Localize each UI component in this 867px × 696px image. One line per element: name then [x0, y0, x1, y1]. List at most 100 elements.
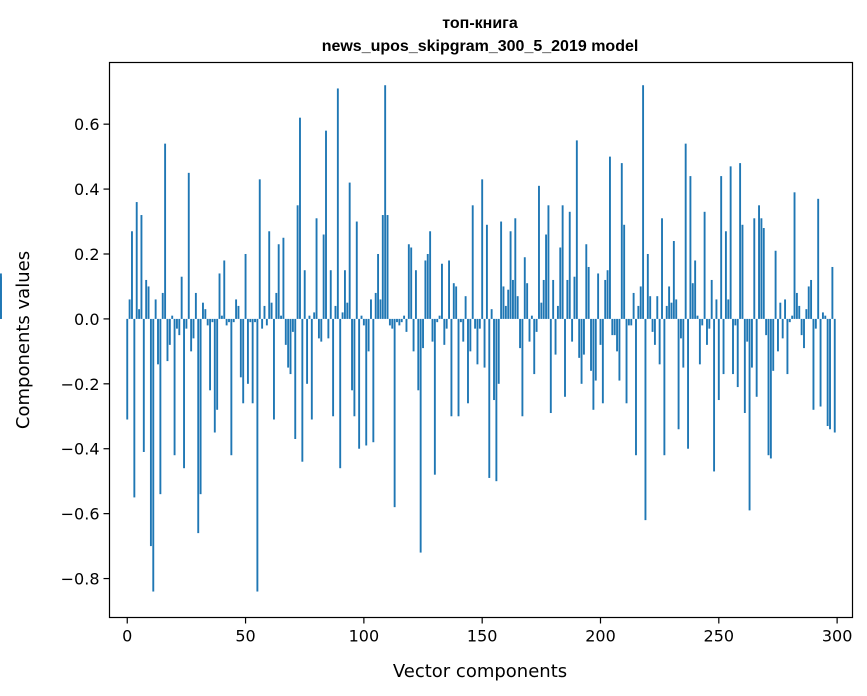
bar: [646, 253, 649, 319]
bar: [485, 224, 488, 319]
bar: [370, 299, 372, 319]
bar: [270, 302, 273, 319]
bar: [597, 273, 600, 319]
bar: [710, 279, 713, 319]
bar: [552, 279, 555, 319]
bar: [601, 318, 604, 404]
bar: [618, 318, 621, 381]
bar: [760, 218, 763, 319]
bar: [339, 318, 342, 469]
bar: [126, 318, 129, 420]
bar: [173, 318, 176, 456]
bar: [779, 302, 782, 319]
bar: [706, 318, 708, 345]
bar: [824, 315, 827, 319]
bar: [161, 292, 164, 319]
bar: [623, 224, 626, 319]
bar: [223, 260, 226, 319]
bar: [483, 318, 486, 368]
y-axis-ticks: −0.8 −0.6 −0.4 −0.2 0.0 0.2 0.4 0.6: [61, 115, 110, 589]
bar: [774, 250, 777, 319]
bar: [687, 318, 689, 449]
bar: [407, 244, 410, 319]
bar: [604, 279, 607, 319]
bar: [277, 244, 280, 319]
bar: [164, 143, 167, 319]
bar: [417, 318, 420, 391]
bar: [630, 318, 633, 326]
bar: [677, 318, 680, 430]
bar: [573, 276, 576, 319]
bar: [459, 318, 462, 323]
bar: [680, 318, 682, 339]
bar: [575, 140, 578, 319]
bar: [732, 318, 734, 375]
bar: [564, 318, 566, 397]
bar: [689, 176, 692, 319]
bar: [500, 221, 503, 319]
bar: [379, 299, 382, 319]
bar: [256, 318, 259, 592]
bar: [426, 253, 429, 319]
bar: [310, 318, 313, 420]
bar: [696, 315, 699, 319]
bar: [197, 318, 200, 534]
bar: [220, 315, 223, 319]
bar: [533, 318, 536, 375]
bar: [644, 318, 647, 521]
bar: [613, 318, 616, 336]
bar: [325, 130, 327, 319]
bar: [504, 305, 507, 319]
y-tick-label: 0.2: [74, 245, 99, 264]
bar: [526, 283, 529, 319]
bar: [353, 318, 356, 417]
bar: [287, 318, 290, 368]
bar: [471, 205, 474, 319]
bar: [814, 318, 817, 329]
bar: [481, 179, 484, 319]
bar: [230, 318, 233, 456]
bar: [282, 237, 285, 319]
bar: [441, 263, 443, 319]
bar: [717, 318, 720, 401]
bar: [587, 266, 590, 319]
bar: [798, 305, 801, 319]
y-tick-label: 0.0: [74, 310, 99, 329]
bar: [360, 315, 363, 319]
bar: [396, 318, 398, 323]
bar: [767, 318, 770, 456]
bar: [512, 279, 514, 319]
bar: [294, 318, 297, 439]
bar: [209, 318, 212, 391]
bar: [450, 318, 453, 417]
bar: [734, 318, 737, 326]
bar: [178, 318, 181, 336]
bar: [474, 318, 477, 329]
bar: [571, 318, 574, 342]
bar: [795, 292, 798, 319]
bar: [580, 318, 583, 384]
bar: [436, 318, 439, 323]
bar: [743, 318, 746, 414]
bar: [301, 318, 304, 462]
bar: [171, 315, 174, 319]
bar: [632, 292, 635, 319]
bar: [516, 296, 519, 319]
bar: [578, 318, 581, 358]
bar: [168, 318, 171, 345]
bar: [758, 205, 760, 319]
bar: [334, 305, 337, 319]
bar: [386, 215, 389, 319]
x-tick-label: 300: [822, 627, 853, 646]
bar: [412, 318, 415, 352]
bar: [194, 292, 197, 319]
bar: [611, 318, 614, 336]
bar: [448, 260, 450, 319]
bar: [694, 260, 697, 319]
bar: [348, 182, 351, 319]
bar: [367, 318, 370, 352]
bar: [190, 318, 193, 352]
bar: [736, 318, 739, 388]
bar: [549, 318, 552, 414]
y-tick-label: −0.6: [61, 505, 100, 524]
